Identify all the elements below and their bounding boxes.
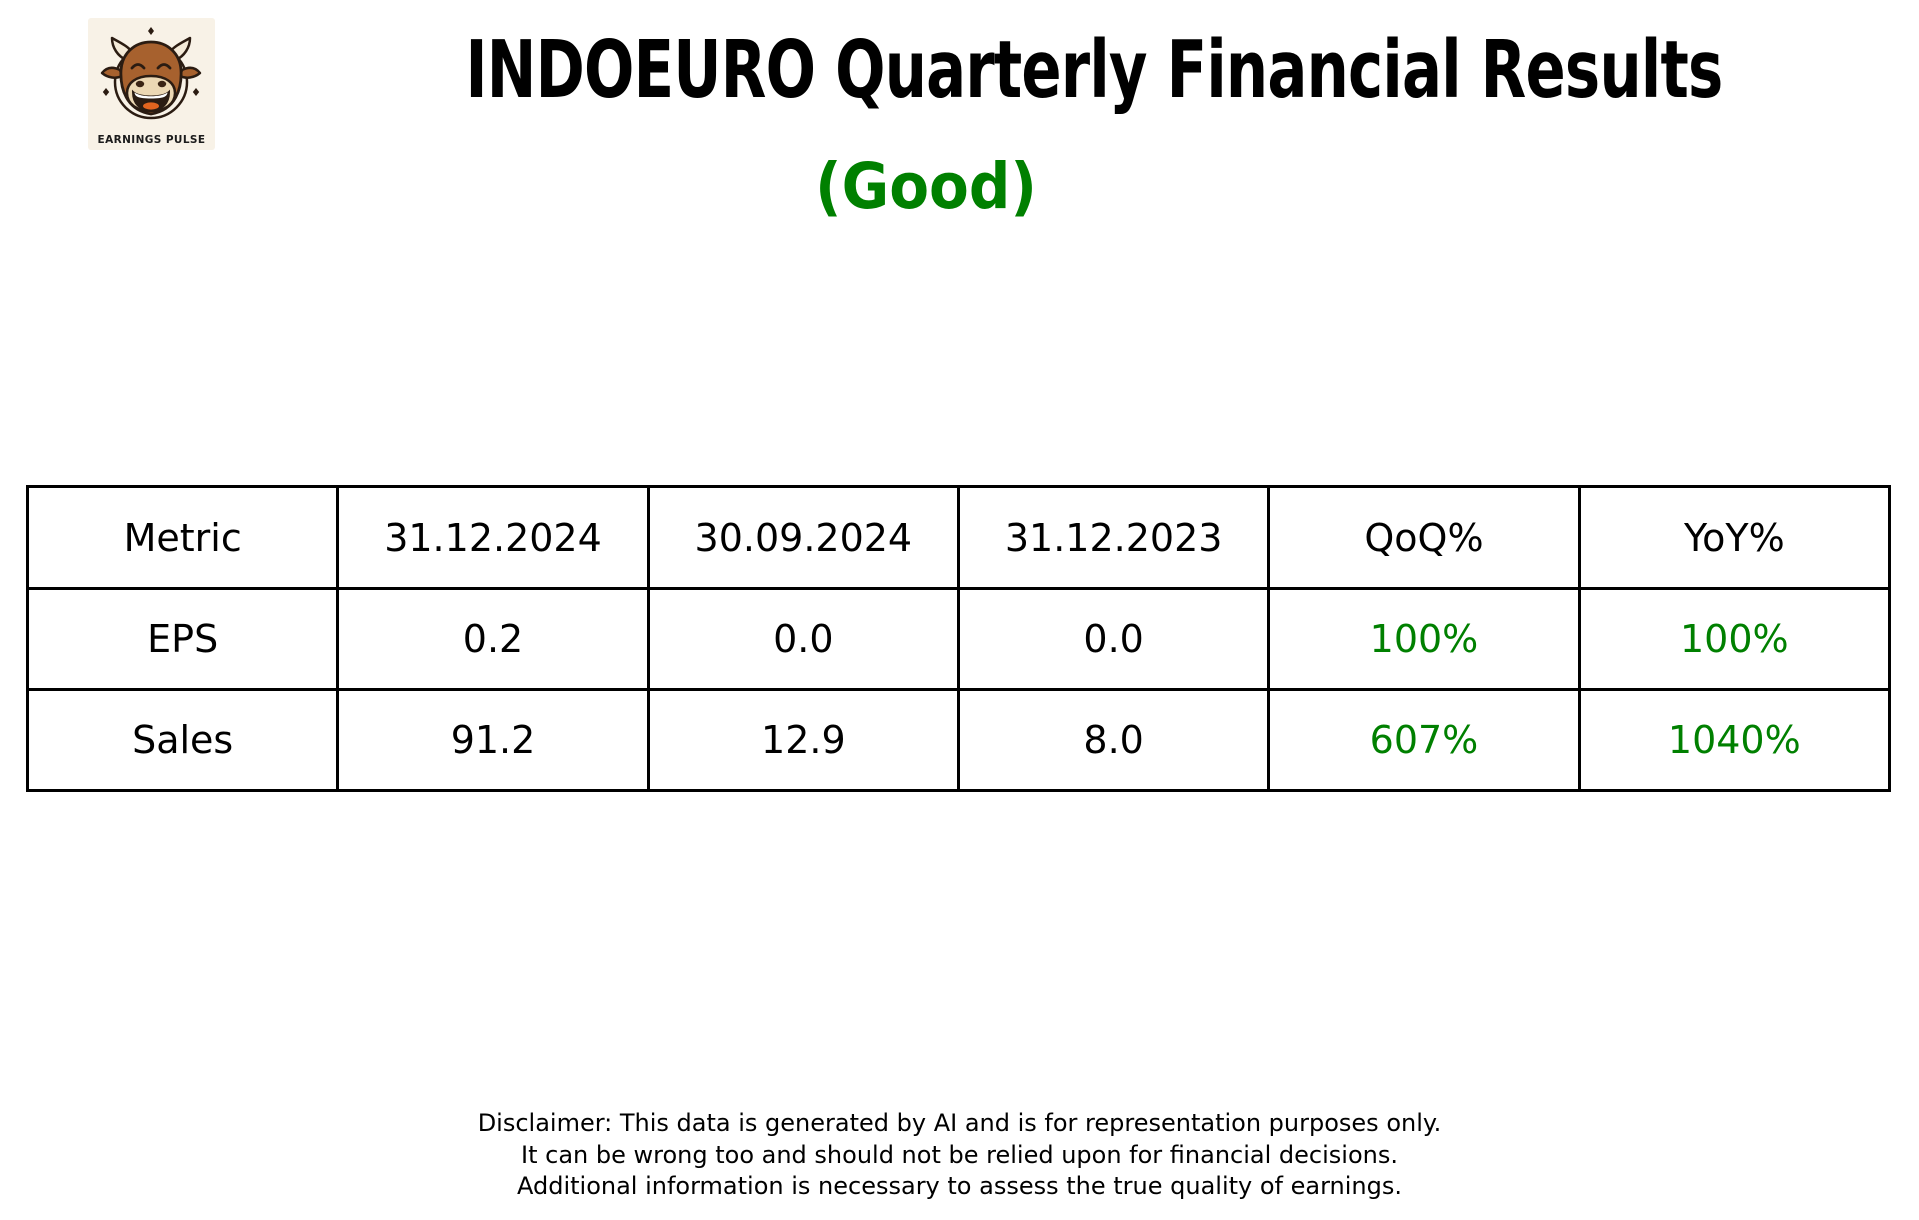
cell-eps-metric: EPS: [25, 587, 340, 691]
column-header-q-yearago: 31.12.2023: [956, 485, 1271, 590]
cell-sales-previous: 12.9: [646, 688, 960, 792]
disclaimer: Disclaimer: This data is generated by AI…: [0, 1108, 1919, 1203]
cell-eps-yearago: 0.0: [956, 587, 1271, 691]
cell-eps-yoy: 100%: [1577, 587, 1892, 691]
cell-sales-yearago: 8.0: [956, 688, 1271, 792]
cell-eps-current: 0.2: [336, 587, 650, 691]
cell-sales-metric: Sales: [25, 688, 340, 792]
earnings-pulse-logo: EARNINGS PULSE: [88, 18, 215, 150]
logo-brand-text: EARNINGS PULSE: [98, 134, 206, 146]
column-header-yoy: YoY%: [1577, 485, 1892, 590]
cell-sales-qoq: 607%: [1267, 688, 1581, 792]
disclaimer-line-3: Additional information is necessary to a…: [516, 1172, 1402, 1200]
verdict-text: (Good): [815, 150, 1037, 223]
table-row-sales: Sales 91.2 12.9 8.0 607% 1040%: [25, 688, 1892, 792]
bull-logo-icon: EARNINGS PULSE: [88, 18, 215, 150]
column-header-qoq: QoQ%: [1267, 485, 1581, 590]
column-header-q-previous: 30.09.2024: [646, 485, 960, 590]
page-title-text: INDOEURO Quarterly Financial Results: [465, 24, 1723, 116]
table-header-row: Metric 31.12.2024 30.09.2024 31.12.2023 …: [25, 485, 1892, 590]
page-title: INDOEURO Quarterly Financial Results: [256, 24, 1919, 116]
column-header-metric: Metric: [25, 485, 340, 590]
cell-sales-yoy: 1040%: [1577, 688, 1892, 792]
column-header-q-current: 31.12.2024: [336, 485, 650, 590]
verdict-badge: (Good): [806, 150, 1047, 223]
cell-sales-current: 91.2: [336, 688, 650, 792]
cell-eps-previous: 0.0: [646, 587, 960, 691]
disclaimer-line-1: Disclaimer: This data is generated by AI…: [477, 1109, 1442, 1137]
quarterly-results-table: Metric 31.12.2024 30.09.2024 31.12.2023 …: [25, 485, 1892, 792]
table-row-eps: EPS 0.2 0.0 0.0 100% 100%: [25, 587, 1892, 691]
cell-eps-qoq: 100%: [1267, 587, 1581, 691]
disclaimer-line-2: It can be wrong too and should not be re…: [521, 1140, 1398, 1169]
